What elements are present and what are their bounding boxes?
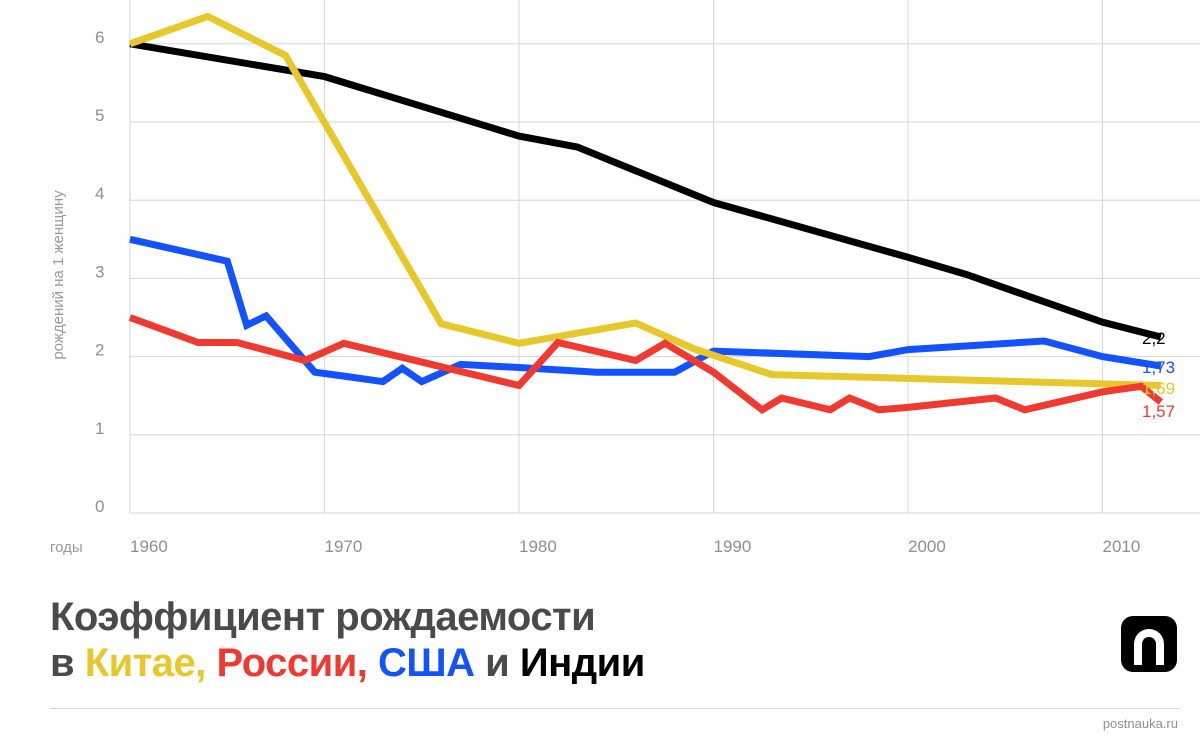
series-end-label-1: 1,73 — [1142, 358, 1175, 377]
grid — [129, 0, 1200, 514]
series-end-label-3: 1,57 — [1142, 402, 1175, 421]
y-tick-label-0: 0 — [95, 497, 104, 516]
series-line-3 — [128, 314, 1164, 415]
axes: 0 1 2 3 4 5 6 1960 1970 1980 1990 2000 2010 — [95, 28, 1140, 556]
fertility-chart: 0 1 2 3 4 5 6 1960 1970 1980 1990 2000 2010 2,2 1,73 1… — [50, 0, 1200, 556]
series-line-2 — [128, 12, 1161, 389]
title-conj: и — [474, 641, 520, 685]
y-axis-label: рождений на 1 женщину — [50, 190, 67, 360]
x-tick-label-1960: 1960 — [130, 537, 168, 556]
title-sep2: , — [356, 641, 379, 685]
title-usa: США — [378, 641, 475, 685]
series-lines — [128, 12, 1164, 415]
x-tick-label-1970: 1970 — [325, 537, 363, 556]
series-line-1 — [129, 235, 1162, 386]
series-end-label-2: 1,69 — [1142, 379, 1175, 398]
title-prefix: в — [50, 641, 85, 685]
footer-site-link[interactable]: postnauka.ru — [1102, 716, 1178, 731]
chart-title: Коэффициент рождаемости в Китае, России,… — [50, 594, 645, 686]
y-tick-label-2: 2 — [95, 341, 104, 360]
title-line1: Коэффициент рождаемости — [50, 595, 596, 639]
y-tick-label-1: 1 — [95, 419, 104, 438]
series-end-label-0: 2,2 — [1142, 329, 1166, 348]
title-sep1: , — [195, 641, 217, 685]
y-tick-label-5: 5 — [95, 106, 104, 125]
title-russia: России — [216, 641, 358, 685]
x-tick-label-1980: 1980 — [519, 537, 557, 556]
end-labels: 2,2 1,73 1,69 1,57 — [1142, 329, 1175, 421]
y-tick-label-6: 6 — [95, 28, 104, 47]
y-tick-label-4: 4 — [95, 184, 104, 203]
x-tick-label-1990: 1990 — [714, 537, 752, 556]
arch-logo-icon — [1121, 616, 1177, 672]
x-tick-label-2010: 2010 — [1103, 537, 1141, 556]
logo-arch-shape — [1134, 629, 1164, 665]
series-line-0 — [129, 40, 1162, 341]
footer-divider — [50, 708, 1180, 709]
y-tick-label-3: 3 — [95, 262, 104, 281]
title-china: Китае — [84, 641, 196, 685]
x-axis-label: годы — [50, 539, 83, 556]
title-india: Индии — [519, 641, 645, 685]
x-tick-label-2000: 2000 — [908, 537, 946, 556]
